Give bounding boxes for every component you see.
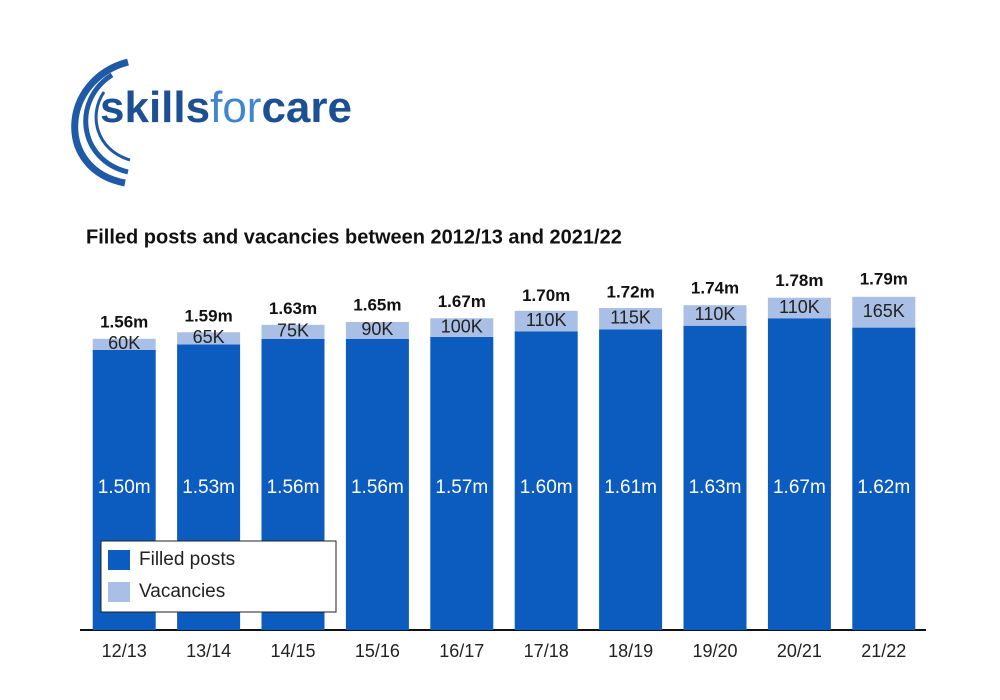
x-tick-label: 16/17: [439, 641, 484, 661]
total-label: 1.63m: [269, 299, 317, 318]
total-label: 1.65m: [353, 295, 401, 314]
legend-label: Filled posts: [139, 549, 235, 570]
legend-swatch: [108, 582, 130, 602]
x-tick-label: 12/13: [102, 641, 147, 661]
bar-segment: [345, 338, 409, 630]
value-label: 1.63m: [689, 477, 742, 498]
value-label: 75K: [277, 321, 309, 341]
x-tick-label: 19/20: [692, 641, 737, 661]
legend-box: [100, 540, 337, 613]
total-label: 1.79m: [860, 269, 908, 288]
value-label: 1.67m: [773, 477, 826, 498]
bar-segment: [261, 324, 325, 339]
logo-part: skills: [100, 83, 210, 132]
x-tick-label: 13/14: [186, 641, 231, 661]
value-label: 1.57m: [435, 477, 488, 498]
x-tick-label: 15/16: [355, 641, 400, 661]
value-label: 1.56m: [267, 477, 320, 498]
value-label: 1.60m: [520, 477, 573, 498]
value-label: 110K: [695, 304, 736, 324]
value-label: 110K: [779, 297, 820, 317]
bar-segment: [767, 297, 831, 319]
value-label: 1.62m: [857, 477, 910, 498]
value-label: 1.53m: [182, 477, 235, 498]
bar-segment: [683, 305, 747, 326]
total-label: 1.72m: [606, 282, 654, 301]
logo-arc: [83, 72, 129, 175]
total-label: 1.70m: [522, 286, 570, 305]
logo: skillsforcare: [71, 58, 352, 187]
total-label: 1.59m: [184, 307, 232, 326]
bar-segment: [345, 322, 409, 339]
x-tick-label: 21/22: [861, 641, 906, 661]
x-tick-label: 18/19: [608, 641, 653, 661]
bar-segment: [852, 327, 916, 630]
chart-title: Filled posts and vacancies between 2012/…: [86, 226, 622, 248]
value-label: 90K: [361, 319, 393, 339]
legend-label: Vacancies: [139, 581, 225, 602]
logo-arc: [94, 91, 131, 162]
logo-arc: [71, 58, 129, 187]
bar-segment: [514, 331, 578, 630]
total-label: 1.74m: [691, 279, 739, 298]
bar-segment: [430, 336, 494, 630]
bar-segment: [599, 308, 663, 330]
value-label: 100K: [441, 316, 483, 336]
value-label: 65K: [193, 327, 225, 347]
value-label: 60K: [108, 333, 140, 353]
logo-part: for: [210, 83, 261, 132]
x-tick-label: 17/18: [524, 641, 569, 661]
value-label: 165K: [863, 301, 905, 321]
value-label: 115K: [610, 307, 651, 327]
value-label: 1.50m: [98, 477, 151, 498]
bar-segment: [767, 318, 831, 630]
total-label: 1.56m: [100, 312, 148, 331]
bar-segment: [514, 310, 578, 332]
legend: Filled posts Vacancies: [100, 540, 337, 613]
bar-segment: [683, 325, 747, 630]
logo-part: care: [261, 83, 352, 132]
legend-swatch: [108, 550, 130, 570]
value-label: 1.56m: [351, 477, 404, 498]
value-label: 110K: [526, 310, 567, 330]
total-label: 1.67m: [438, 292, 486, 311]
total-label: 1.78m: [775, 271, 823, 290]
bar-segment: [177, 332, 241, 345]
value-label: 1.61m: [604, 477, 657, 498]
bar-segment: [852, 296, 916, 328]
logo-text: skillsforcare: [100, 83, 352, 132]
bar-segment: [430, 318, 494, 337]
x-tick-label: 20/21: [777, 641, 822, 661]
bar-segment: [92, 338, 156, 350]
x-tick-label: 14/15: [270, 641, 315, 661]
bar-segment: [599, 329, 663, 630]
